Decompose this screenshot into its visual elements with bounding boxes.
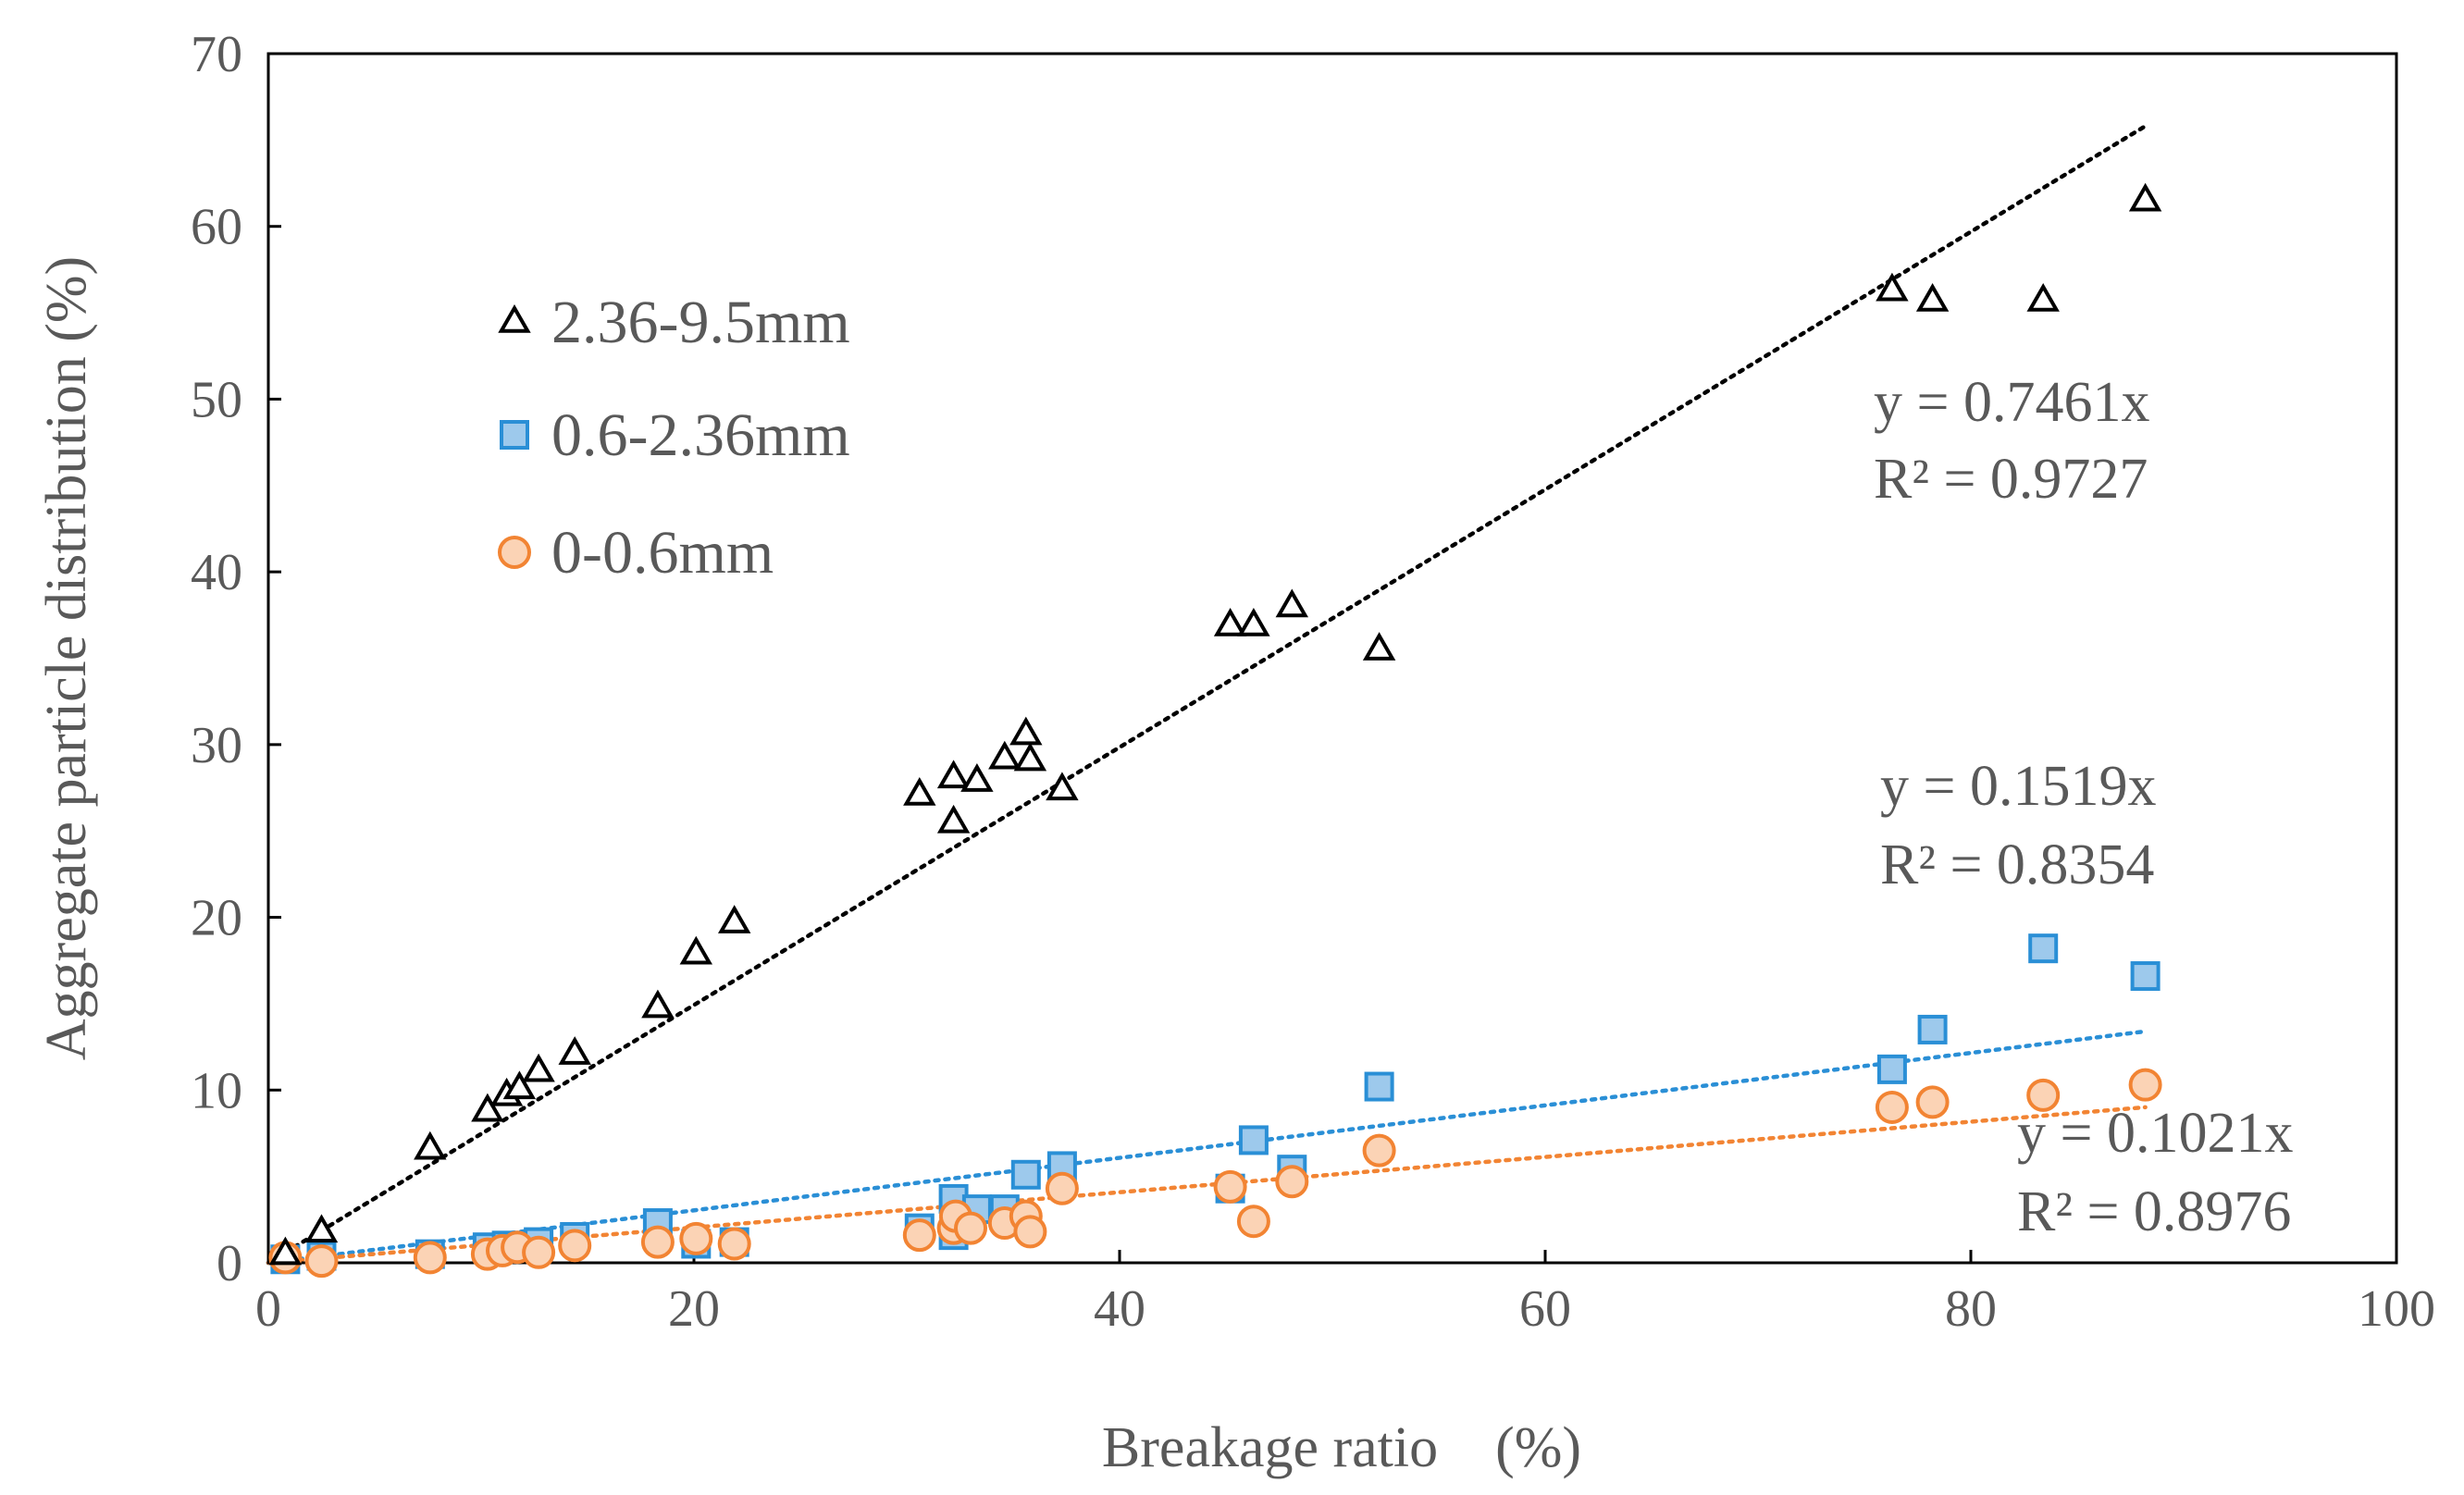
point-triangle-4 [471, 1093, 504, 1122]
point-triangle-20 [1213, 608, 1247, 636]
point-circle-10 [679, 1221, 713, 1255]
point-circle-8 [558, 1229, 592, 1263]
trendline-1 [266, 124, 2148, 1266]
point-triangle-19 [1046, 772, 1079, 801]
point-triangle-25 [1915, 282, 1950, 312]
y-tick-label: 10 [191, 1062, 242, 1119]
legend: 2.36-9.5mm 0.6-2.36mm 0-0.6mm [498, 289, 850, 587]
point-circle-25 [1915, 1085, 1950, 1119]
point-triangle-16 [988, 740, 1022, 770]
point-triangle-14 [936, 760, 971, 789]
point-triangle-21 [1237, 608, 1270, 636]
point-triangle-7 [522, 1053, 555, 1082]
x-tick-label: 100 [2358, 1280, 2435, 1338]
point-circle-26 [2026, 1078, 2061, 1112]
point-circle-2 [304, 1244, 339, 1279]
y-tick-label: 50 [191, 371, 242, 428]
x-tick-label: 40 [1094, 1280, 1145, 1338]
point-triangle-15 [960, 763, 994, 792]
point-triangle-18 [1013, 742, 1047, 772]
point-square-22 [1876, 1054, 1907, 1084]
point-circle-9 [640, 1225, 675, 1259]
point-circle-23 [1362, 1133, 1396, 1168]
legend-label-1: 2.36-9.5mm [551, 289, 850, 356]
legend-label-2: 0.6-2.36mm [551, 402, 850, 469]
point-triangle-10 [679, 935, 713, 965]
point-circle-18 [1013, 1215, 1047, 1249]
y-tick-label: 40 [191, 544, 242, 601]
trendline-r2-2: R² = 0.8354 [1880, 834, 2154, 896]
point-triangle-12 [903, 776, 936, 806]
plot-frame [266, 52, 2398, 1265]
points-layer [268, 182, 2162, 1279]
point-circle-20 [1213, 1169, 1247, 1204]
x-tick-label: 0 [255, 1280, 281, 1338]
point-square-25 [2130, 961, 2161, 992]
point-triangle-17 [1009, 716, 1043, 746]
point-circle-12 [902, 1218, 936, 1253]
point-triangle-27 [2128, 182, 2162, 212]
point-triangle-1 [268, 1236, 303, 1266]
point-circle-22 [1275, 1165, 1309, 1199]
point-square-24 [2028, 933, 2059, 964]
point-triangle-11 [717, 905, 751, 933]
trendline-r2-1: R² = 0.9727 [1874, 448, 2148, 511]
point-square-23 [1917, 1014, 1948, 1044]
legend-marker-square [500, 420, 529, 450]
x-tick-label: 80 [1945, 1280, 1997, 1338]
point-square-21 [1364, 1071, 1394, 1102]
trendline-equation-3: y = 0.1021x [2017, 1102, 2293, 1165]
point-circle-19 [1045, 1171, 1079, 1205]
x-tick-label: 20 [668, 1280, 720, 1338]
point-triangle-2 [304, 1214, 339, 1243]
y-tick-label: 30 [191, 717, 242, 774]
trendline-equation-2: y = 0.1519x [1880, 755, 2156, 818]
axes-layer: 0 20 40 60 80 100 0 10 20 30 40 50 60 70 [191, 26, 2435, 1338]
point-circle-27 [2128, 1068, 2162, 1102]
legend-marker-circle [498, 536, 531, 569]
y-axis-title: Aggregate particle distribution (%) [35, 256, 98, 1060]
point-circle-7 [522, 1235, 556, 1269]
trendline-equation-1: y = 0.7461x [1874, 371, 2149, 434]
point-triangle-24 [1876, 272, 1909, 302]
point-triangle-22 [1275, 588, 1309, 618]
legend-label-3: 0-0.6mm [551, 519, 774, 587]
point-triangle-3 [414, 1131, 447, 1160]
point-square-16 [1010, 1159, 1041, 1190]
x-tick-label: 60 [1519, 1280, 1571, 1338]
point-circle-3 [413, 1241, 447, 1275]
point-circle-24 [1875, 1090, 1909, 1124]
point-circle-11 [717, 1227, 751, 1261]
trendline-layer [266, 124, 2148, 1266]
labels-layer: Breakage ratio (%) Aggregate particle dis… [35, 256, 2293, 1479]
point-circle-21 [1236, 1205, 1270, 1239]
y-tick-label: 20 [191, 890, 242, 947]
point-triangle-8 [558, 1036, 591, 1065]
y-tick-label: 60 [191, 199, 242, 256]
point-triangle-6 [502, 1070, 537, 1100]
point-triangle-13 [936, 804, 971, 834]
legend-marker-triangle [498, 303, 531, 333]
point-triangle-26 [2026, 282, 2060, 312]
y-tick-label: 0 [217, 1235, 242, 1292]
point-triangle-23 [1362, 632, 1396, 661]
trendline-r2-3: R² = 0.8976 [2017, 1180, 2291, 1243]
point-square-19 [1238, 1125, 1269, 1155]
point-circle-15 [954, 1211, 987, 1245]
point-triangle-9 [641, 989, 675, 1019]
x-axis-title: Breakage ratio (%) [1102, 1416, 1581, 1479]
y-tick-label: 70 [191, 26, 242, 83]
